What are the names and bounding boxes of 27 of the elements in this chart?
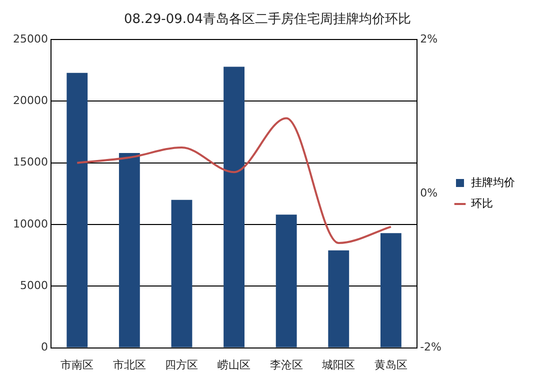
bar [118, 153, 140, 348]
x-tick-label: 市北区 [112, 358, 146, 372]
bar [224, 66, 244, 348]
y2-tick-label: 0% [420, 186, 438, 200]
bar [171, 200, 192, 348]
y-tick-label: 25000 [12, 32, 48, 46]
y-tick-label: 20000 [12, 94, 48, 108]
bar [328, 250, 350, 348]
bar [66, 72, 88, 348]
chart-title: 08.29-09.04青岛各区二手房住宅周挂牌均价环比 [124, 11, 412, 28]
line-series [76, 117, 392, 244]
y2-tick-label: 2% [420, 32, 438, 46]
x-tick-label: 崂山区 [218, 358, 251, 372]
legend-label: 挂牌均价 [471, 176, 515, 189]
x-tick-label: 四方区 [165, 358, 198, 372]
x-tick-label: 李沧区 [270, 358, 303, 372]
y2-tick-label: -2% [420, 340, 442, 354]
y-tick-label: 15000 [12, 156, 48, 169]
legend-label: 环比 [471, 196, 493, 210]
y-tick-label: 0 [40, 340, 48, 354]
bar [276, 214, 297, 348]
x-tick-label: 市南区 [60, 358, 94, 372]
x-tick-label: 城阳区 [321, 358, 356, 372]
x-tick-label: 黄岛区 [374, 358, 408, 372]
y-tick-label: 10000 [12, 217, 48, 230]
bar [380, 233, 402, 348]
y-tick-label: 5000 [20, 279, 48, 292]
